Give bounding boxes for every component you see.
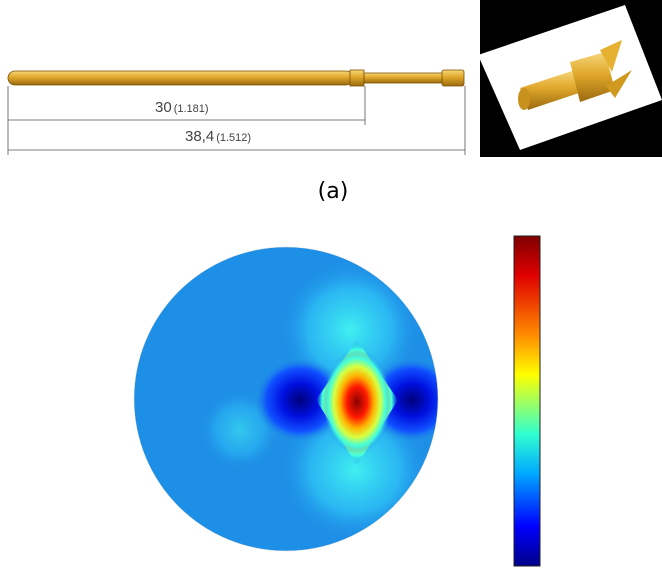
caption: (a) (318, 179, 349, 204)
label: 38,4 (185, 128, 214, 145)
label: (1.512) (216, 132, 251, 144)
figure: 30(1.181) 38,4(1.512) (a) (0, 0, 662, 571)
dimension: 38,4(1.512) (185, 128, 251, 145)
heatmap (134, 247, 457, 551)
probe-photo (478, 0, 662, 157)
probe-drawing: 30(1.181) 38,4(1.512) (8, 70, 465, 155)
colorbar (514, 236, 540, 566)
dimension: 30(1.181) (155, 99, 209, 116)
label: 30 (155, 99, 172, 116)
label: (1.181) (174, 103, 209, 115)
